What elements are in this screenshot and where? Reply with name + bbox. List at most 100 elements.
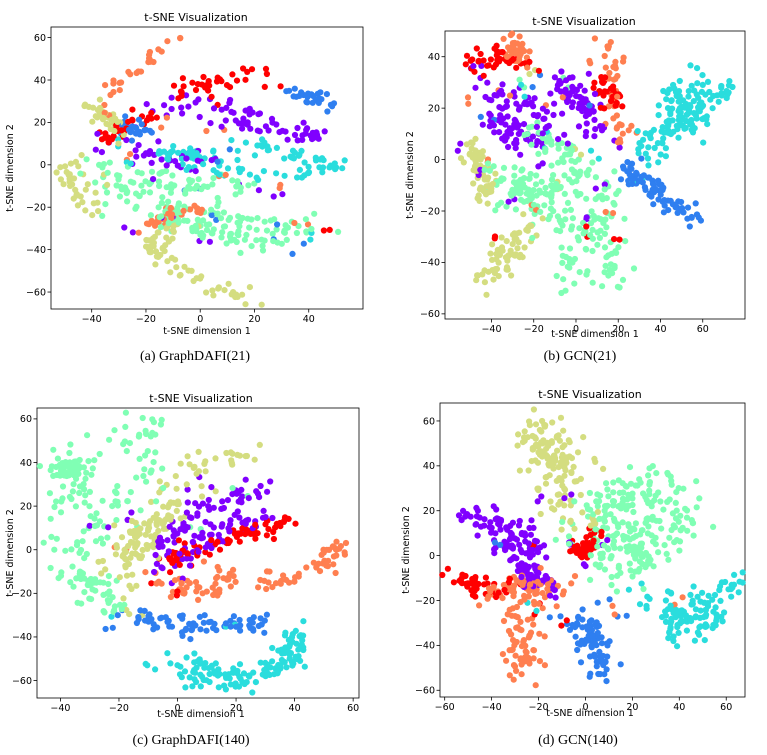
point-mint <box>555 159 562 166</box>
point-mint <box>235 213 242 220</box>
point-mint <box>650 563 657 570</box>
point-mint <box>562 216 569 223</box>
point-khaki <box>120 595 127 602</box>
point-cyan <box>319 169 326 176</box>
point-khaki <box>492 170 499 177</box>
point-orange <box>169 588 176 596</box>
point-khaki <box>539 453 546 460</box>
point-mint <box>72 503 79 510</box>
point-mint <box>143 478 150 485</box>
point-cyan <box>687 62 694 69</box>
point-cyan <box>687 591 694 599</box>
point-red <box>601 105 608 112</box>
point-mint <box>566 176 573 183</box>
point-orange <box>342 539 350 547</box>
point-khaki <box>483 291 490 298</box>
point-purple <box>474 507 481 514</box>
point-red <box>439 571 446 579</box>
point-blue <box>196 613 203 621</box>
point-mint <box>566 264 573 271</box>
point-red <box>243 526 250 533</box>
point-red <box>233 77 241 84</box>
point-khaki <box>177 460 184 467</box>
point-red <box>464 583 471 590</box>
point-orange <box>324 563 331 570</box>
point-khaki <box>156 489 163 496</box>
point-blue <box>222 620 229 627</box>
panel-c: t-SNE Visualization −40 −20 0 20 40 60 −60−40… <box>5 392 360 748</box>
point-mint <box>552 536 559 543</box>
point-khaki <box>118 534 126 541</box>
point-khaki <box>526 418 533 425</box>
point-mint <box>50 446 57 453</box>
point-khaki <box>173 485 180 492</box>
x-tick-label: −20 <box>524 324 544 335</box>
point-mint <box>77 575 84 583</box>
point-khaki <box>489 180 496 188</box>
point-mint <box>620 489 627 496</box>
point-mint <box>575 237 582 244</box>
point-purple <box>545 122 553 129</box>
point-orange <box>332 569 339 577</box>
point-cyan <box>662 612 670 619</box>
point-mint <box>608 581 615 589</box>
point-khaki <box>573 478 580 485</box>
point-cyan <box>674 643 681 650</box>
point-khaki <box>514 442 521 449</box>
point-mint <box>199 234 206 241</box>
point-purple <box>262 514 269 521</box>
point-purple <box>222 117 229 124</box>
point-orange <box>611 611 618 618</box>
point-mint <box>619 480 626 487</box>
point-orange <box>506 92 514 99</box>
point-orange <box>513 624 520 631</box>
point-purple <box>592 126 599 133</box>
point-red <box>265 526 272 533</box>
point-mint <box>135 433 142 440</box>
point-purple <box>558 68 565 75</box>
point-mint <box>234 230 241 237</box>
point-mint <box>589 247 596 255</box>
point-cyan <box>705 592 712 599</box>
point-mint <box>147 469 154 476</box>
point-khaki <box>74 202 81 209</box>
point-khaki <box>121 546 128 554</box>
point-blue <box>214 158 221 165</box>
point-mint <box>141 466 148 473</box>
point-mint <box>158 416 165 423</box>
y-tick-label: 0 <box>40 160 46 171</box>
point-cyan <box>281 172 288 179</box>
point-khaki <box>111 127 118 135</box>
point-mint <box>192 222 199 229</box>
point-blue <box>237 627 244 634</box>
point-orange <box>153 580 160 587</box>
point-cyan <box>167 149 174 156</box>
point-cyan <box>697 607 704 614</box>
point-khaki <box>155 253 162 260</box>
point-orange <box>539 605 546 612</box>
point-mint <box>553 272 560 280</box>
point-purple <box>254 127 261 134</box>
point-cyan <box>709 596 716 603</box>
point-mint <box>594 503 601 510</box>
point-mint <box>124 498 131 505</box>
point-purple <box>534 498 541 505</box>
point-mint <box>532 181 540 188</box>
point-purple <box>207 120 214 127</box>
point-blue <box>137 607 144 614</box>
point-mint <box>106 159 113 166</box>
point-purple <box>477 523 485 530</box>
point-red <box>463 52 471 59</box>
point-cyan <box>694 65 701 72</box>
point-khaki <box>89 118 96 125</box>
point-purple <box>183 555 190 562</box>
point-mint <box>83 469 90 476</box>
point-mint <box>122 409 129 416</box>
point-purple <box>133 153 140 160</box>
point-purple <box>482 93 489 101</box>
point-red <box>229 71 236 78</box>
point-cyan <box>259 136 266 143</box>
x-tick-label: −40 <box>82 314 102 325</box>
point-purple <box>253 488 260 495</box>
